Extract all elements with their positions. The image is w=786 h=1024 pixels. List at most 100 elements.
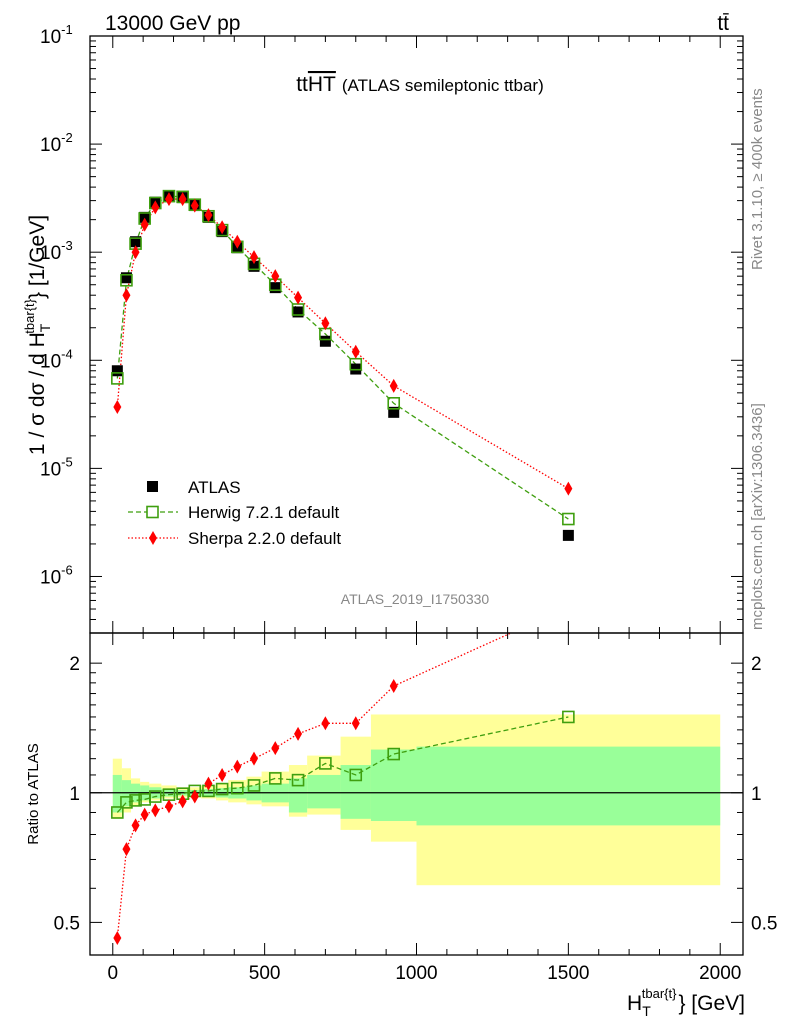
- ratio-y-tick-label-left: 0.5: [54, 913, 80, 934]
- plot-title: ttHT (ATLAS semileptonic ttbar): [296, 73, 544, 96]
- herwig-ratio-point: [387, 747, 401, 761]
- atlas-point: [292, 306, 304, 318]
- herwig-ratio-point: [247, 779, 261, 792]
- sherpa-ratio-point: [164, 799, 173, 814]
- main-ylabel-sup: tbar{t}: [22, 298, 37, 333]
- ratio-y-axis-label: Ratio to ATLAS: [25, 743, 42, 844]
- sherpa-point: [131, 245, 140, 260]
- ratio-marks: [90, 600, 743, 945]
- ratio-band-inner: [112, 774, 122, 813]
- sherpa-ratio-point: [178, 794, 187, 809]
- sherpa-point: [271, 269, 280, 284]
- sherpa-point: [351, 344, 360, 359]
- sherpa-point: [321, 316, 330, 331]
- atlas-point: [130, 236, 142, 248]
- sherpa-point: [151, 200, 160, 215]
- sherpa-point: [164, 192, 173, 207]
- sherpa-line: [116, 198, 569, 490]
- sherpa-ratio-point: [294, 726, 303, 741]
- sherpa-ratio-point: [351, 716, 360, 731]
- sherpa-point: [233, 234, 242, 249]
- legend-marker-sherpa: [149, 531, 157, 545]
- ratio-y-tick-label-left: 2: [69, 654, 80, 675]
- herwig-point: [111, 372, 124, 385]
- atlas-point: [139, 211, 151, 223]
- x-axis-label: HTtbar{t}} [GeV]: [627, 986, 745, 1019]
- main-y-tick-label: 10-4: [40, 346, 73, 372]
- herwig-ratio-point: [149, 790, 162, 803]
- x-tick-label: 1000: [395, 963, 437, 984]
- sherpa-ratio-point: [218, 767, 227, 782]
- herwig-ratio-point: [562, 710, 575, 724]
- herwig-ratio-point: [120, 796, 133, 809]
- sherpa-point: [178, 192, 187, 207]
- main-y-tick-label: 10-1: [40, 22, 73, 48]
- herwig-point: [120, 273, 133, 287]
- sherpa-ratio-point: [204, 776, 213, 791]
- ratio-band-inner: [288, 778, 308, 813]
- legend: ATLAS Herwig 7.2.1 default Sherpa 2.2.0 …: [128, 478, 341, 548]
- ratio-axes: 0.5 0.5 1 1 2 2 0 500 1000 1500 2000: [54, 633, 777, 984]
- sherpa-ratio-point: [140, 807, 149, 822]
- ratio-band-inner: [416, 746, 721, 826]
- herwig-point: [387, 397, 401, 410]
- legend-marker-herwig: [146, 505, 159, 519]
- plot-title-ht: HT: [308, 73, 336, 96]
- sherpa-ratio-point: [321, 716, 330, 731]
- sherpa-ratio-point: [250, 751, 259, 766]
- main-panel: 10-6 10-5 10-4 10-3 10-2 10-1 ttHT (ATLAS semi…: [22, 22, 744, 634]
- plot-title-suffix: (ATLAS semileptonic ttbar): [342, 76, 544, 95]
- sherpa-ratio-point: [233, 759, 242, 774]
- header-right: tt̄: [717, 12, 729, 35]
- atlas-point: [111, 365, 123, 377]
- analysis-id: ATLAS_2019_I1750330: [341, 591, 490, 607]
- herwig-point: [562, 512, 575, 526]
- sherpa-point: [190, 198, 199, 213]
- herwig-line: [116, 195, 569, 520]
- herwig-ratio-point: [111, 806, 124, 819]
- atlas-point: [269, 282, 281, 294]
- xlabel-sup: tbar{t}: [642, 986, 677, 1001]
- sherpa-point: [294, 290, 303, 305]
- sherpa-point: [204, 208, 213, 223]
- ratio-band-inner: [370, 749, 417, 821]
- main-ylabel-tail: } [1/GeV]: [26, 215, 49, 299]
- x-tick-label: 0: [107, 963, 118, 984]
- x-tick-label: 1500: [547, 963, 589, 984]
- sherpa-ratio-point: [190, 789, 199, 804]
- herwig-ratio-point: [268, 772, 282, 785]
- x-tick-label: 500: [249, 963, 281, 984]
- herwig-ratio-point: [129, 794, 142, 807]
- header-left: 13000 GeV pp: [105, 12, 240, 35]
- plot-title-tt: tt: [296, 73, 308, 96]
- atlas-point: [248, 260, 260, 272]
- sherpa-ratio-point: [131, 818, 140, 833]
- legend-label-sherpa: Sherpa 2.2.0 default: [188, 529, 341, 548]
- main-y-tick-label: 10-3: [40, 238, 73, 264]
- sherpa-point: [250, 250, 259, 265]
- main-y-tick-label: 10-2: [40, 130, 73, 156]
- sherpa-point: [122, 288, 131, 303]
- legend-marker-atlas: [147, 481, 158, 492]
- ratio-y-tick-label-right: 1: [751, 784, 762, 805]
- herwig-ratio-point: [231, 781, 244, 795]
- main-y-axis-label: 1 / σ dσ / d HTtbar{t}} [1/GeV]: [22, 215, 53, 455]
- herwig-ratio-point: [291, 773, 305, 787]
- legend-label-atlas: ATLAS: [188, 478, 241, 497]
- herwig-ratio-point: [349, 768, 363, 782]
- atlas-point: [319, 335, 331, 347]
- ratio-band-inner: [307, 774, 341, 809]
- x-tick-label: 2000: [699, 963, 741, 984]
- xlabel-base: H: [627, 992, 642, 1015]
- sherpa-ratio-point: [564, 600, 572, 614]
- main-axes: 10-6 10-5 10-4 10-3 10-2 10-1: [40, 22, 743, 634]
- sherpa-point: [113, 399, 122, 414]
- sherpa-ratio-point: [151, 803, 160, 818]
- sherpa-point: [389, 378, 398, 393]
- ratio-panel: 0.5 0.5 1 1 2 2 0 500 1000 1500 2000 Ratio to ATLA…: [25, 600, 777, 984]
- xlabel-tail: } [GeV]: [678, 992, 745, 1015]
- main-marks: [111, 189, 575, 541]
- ratio-y-tick-label-left: 1: [69, 784, 80, 805]
- side-text-top: Rivet 3.1.10, ≥ 400k events: [749, 88, 766, 270]
- main-ylabel-base: 1 / σ dσ / d H: [26, 332, 49, 455]
